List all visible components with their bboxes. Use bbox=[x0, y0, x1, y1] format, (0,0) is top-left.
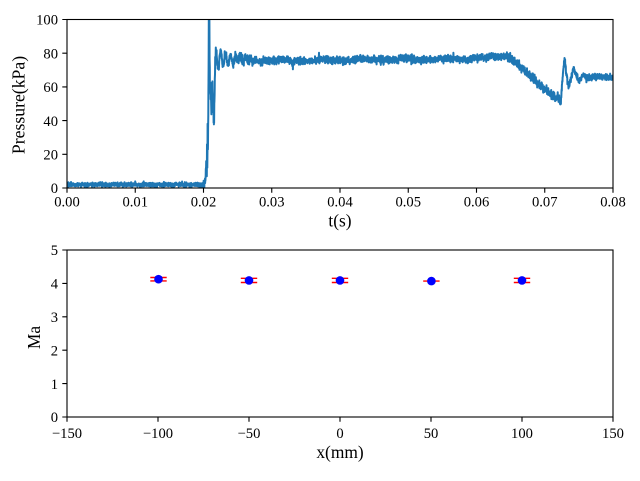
svg-text:1: 1 bbox=[51, 377, 58, 393]
svg-text:0.01: 0.01 bbox=[122, 195, 148, 211]
svg-text:100: 100 bbox=[36, 13, 58, 29]
svg-text:0.08: 0.08 bbox=[600, 195, 626, 211]
svg-text:0.07: 0.07 bbox=[532, 195, 558, 211]
svg-text:5: 5 bbox=[51, 243, 58, 259]
svg-text:3: 3 bbox=[51, 310, 58, 326]
svg-text:0: 0 bbox=[51, 410, 58, 426]
svg-text:80: 80 bbox=[43, 46, 58, 62]
svg-text:0: 0 bbox=[336, 426, 343, 442]
svg-text:50: 50 bbox=[424, 426, 439, 442]
svg-text:−100: −100 bbox=[143, 426, 173, 442]
svg-text:0.03: 0.03 bbox=[259, 195, 285, 211]
svg-text:100: 100 bbox=[511, 426, 533, 442]
svg-text:0.05: 0.05 bbox=[395, 195, 421, 211]
svg-text:2: 2 bbox=[51, 343, 58, 359]
svg-text:20: 20 bbox=[43, 147, 58, 163]
svg-text:Ma: Ma bbox=[24, 326, 44, 349]
svg-text:150: 150 bbox=[602, 426, 624, 442]
svg-text:x(mm): x(mm) bbox=[316, 442, 364, 462]
svg-text:0: 0 bbox=[51, 181, 58, 197]
svg-text:40: 40 bbox=[43, 114, 58, 130]
svg-text:0.06: 0.06 bbox=[464, 195, 490, 211]
svg-text:t(s): t(s) bbox=[328, 211, 351, 231]
svg-text:−50: −50 bbox=[238, 426, 261, 442]
svg-text:4: 4 bbox=[51, 277, 59, 293]
svg-text:0.00: 0.00 bbox=[54, 195, 80, 211]
svg-text:0.02: 0.02 bbox=[191, 195, 217, 211]
svg-text:60: 60 bbox=[43, 80, 58, 96]
svg-text:Pressure(kPa): Pressure(kPa) bbox=[9, 56, 29, 154]
svg-text:−150: −150 bbox=[52, 426, 82, 442]
svg-text:0.04: 0.04 bbox=[327, 195, 353, 211]
